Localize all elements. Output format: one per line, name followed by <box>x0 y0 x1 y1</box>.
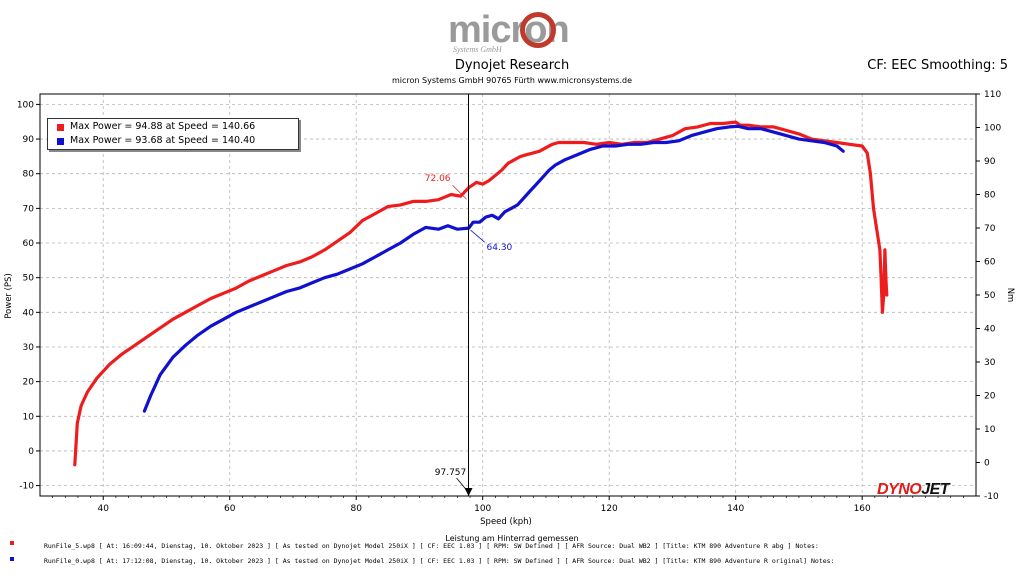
y-tick-label: 100 <box>17 100 34 110</box>
x-axis-title: Speed (kph) <box>480 517 532 527</box>
legend-swatch-red <box>57 124 64 131</box>
brand-dyno: DYNO <box>877 481 922 498</box>
y-tick-label: 20 <box>23 378 35 388</box>
footer-marker-blue <box>10 557 14 561</box>
legend-swatch-blue <box>57 138 64 145</box>
x-axis-subtitle: Leistung am Hinterrad gemessen <box>445 534 578 543</box>
y-tick-label: 70 <box>23 204 35 214</box>
y-tick-label: 40 <box>23 308 35 318</box>
y-tick-label: 90 <box>23 135 35 145</box>
annotation-blue-pointer <box>470 229 485 243</box>
legend-item-red: Max Power = 94.88 at Speed = 140.66 <box>57 121 256 132</box>
footer-marker-red <box>10 541 14 545</box>
x-tick-label: 40 <box>98 504 110 514</box>
y-tick-label: -10 <box>19 482 34 492</box>
dynojet-brand-logo: DYNOJET <box>877 481 950 499</box>
legend: Max Power = 94.88 at Speed = 140.66 Max … <box>47 118 299 150</box>
y-right-tick-label: 110 <box>984 90 1001 100</box>
logo-ring-icon <box>520 12 556 48</box>
y-right-tick-label: 0 <box>984 459 990 469</box>
x-tick-label: 100 <box>474 504 491 514</box>
y-right-tick-label: 60 <box>984 258 996 268</box>
footer-run-blue: RunFile_0.wp8 [ At: 17:12:08, Dienstag, … <box>44 557 835 565</box>
y-right-tick-label: 40 <box>984 325 996 335</box>
plot-area-frame <box>39 93 977 497</box>
y-right-tick-label: 100 <box>984 124 1001 134</box>
y-right-tick-label: 30 <box>984 358 996 368</box>
y-right-tick-label: 80 <box>984 191 996 201</box>
micron-logo: micron Systems GmbH <box>448 8 578 54</box>
y-right-tick-label: 10 <box>984 425 996 435</box>
x-tick-label: 80 <box>350 504 362 514</box>
y-right-tick-label: 50 <box>984 291 996 301</box>
y-tick-label: 10 <box>23 412 35 422</box>
series-line-red <box>73 120 889 467</box>
legend-item-blue: Max Power = 93.68 at Speed = 140.40 <box>57 135 256 146</box>
logo-subtext: Systems GmbH <box>453 45 502 54</box>
cf-label: CF: EEC Smoothing: 5 <box>867 58 1008 73</box>
y-tick-label: 0 <box>28 447 34 457</box>
cursor-label: 97.757 <box>435 468 467 478</box>
y-axis-title: Power (PS) <box>4 273 14 319</box>
y-axis-right-title: Nm <box>1005 288 1015 303</box>
x-tick-label: 140 <box>727 504 744 514</box>
chart-subtitle: micron Systems GmbH 90765 Fürth www.micr… <box>391 76 633 85</box>
y-right-tick-label: 90 <box>984 157 996 167</box>
annotation-blue-value: 64.30 <box>487 243 513 253</box>
y-right-tick-label: 70 <box>984 224 996 234</box>
x-tick-label: 60 <box>224 504 236 514</box>
x-tick-label: 160 <box>854 504 871 514</box>
x-tick-label: 120 <box>601 504 618 514</box>
footer-run-red: RunFile_5.wp8 [ At: 16:09:44, Dienstag, … <box>44 542 819 550</box>
y-tick-label: 60 <box>23 239 35 249</box>
y-tick-label: 50 <box>23 274 35 284</box>
chart-title: Dynojet Research <box>454 58 570 73</box>
legend-label-red: Max Power = 94.88 at Speed = 140.66 <box>70 121 256 132</box>
annotation-red-value: 72.06 <box>425 174 451 184</box>
y-tick-label: 30 <box>23 343 35 353</box>
annotation-red-pointer <box>452 184 467 200</box>
brand-jet: JET <box>921 481 950 498</box>
y-tick-label: 80 <box>23 170 35 180</box>
y-right-tick-label: 20 <box>984 392 996 402</box>
series-line-blue <box>142 124 845 413</box>
legend-label-blue: Max Power = 93.68 at Speed = 140.40 <box>70 135 256 146</box>
y-right-tick-label: -10 <box>984 492 999 502</box>
cursor-label-pointer <box>456 477 467 491</box>
